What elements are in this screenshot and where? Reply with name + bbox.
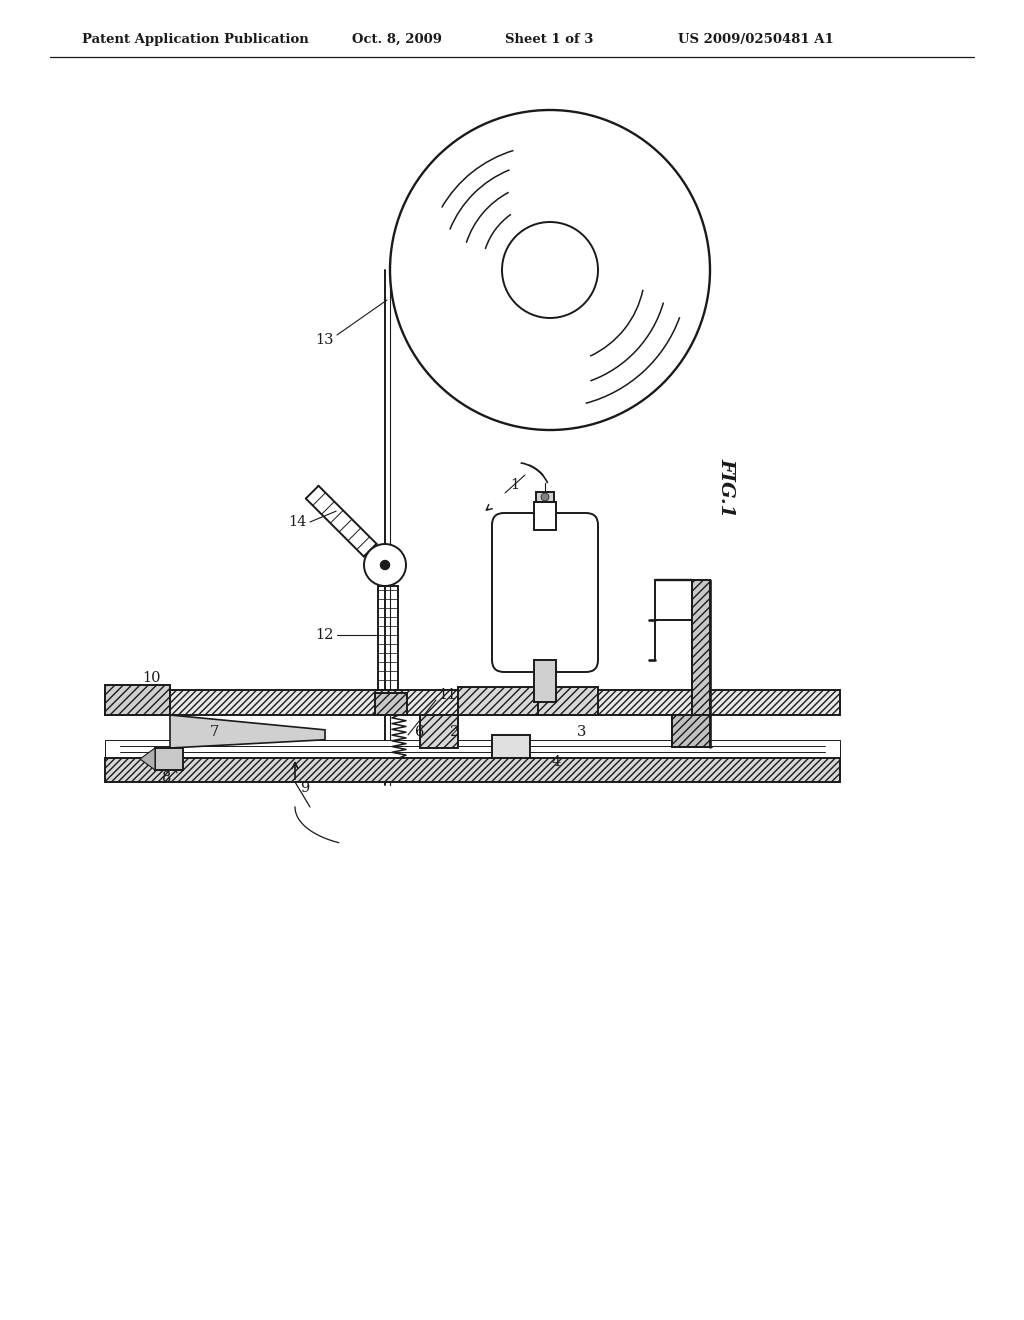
Text: FIG.1: FIG.1 (717, 458, 735, 517)
Text: 9: 9 (300, 781, 309, 795)
Text: 8: 8 (162, 771, 171, 785)
Bar (534, 660, 556, 702)
Bar (105, 758, 840, 781)
Text: 6: 6 (415, 725, 424, 739)
Polygon shape (140, 748, 155, 770)
Text: 12: 12 (315, 628, 334, 642)
Circle shape (502, 222, 598, 318)
Circle shape (381, 561, 389, 569)
Bar (692, 579, 710, 715)
Bar (492, 735, 530, 758)
Bar (105, 741, 840, 758)
Text: 1: 1 (510, 478, 519, 492)
Bar (672, 715, 710, 747)
Text: Patent Application Publication: Patent Application Publication (82, 33, 309, 46)
Text: 10: 10 (142, 671, 161, 685)
Polygon shape (170, 715, 325, 748)
Text: 4: 4 (552, 755, 561, 770)
Text: Oct. 8, 2009: Oct. 8, 2009 (352, 33, 442, 46)
Text: Sheet 1 of 3: Sheet 1 of 3 (505, 33, 593, 46)
Text: 14: 14 (288, 515, 306, 529)
Bar (538, 686, 598, 715)
Bar (375, 693, 407, 715)
Circle shape (541, 492, 549, 502)
Text: 2: 2 (451, 725, 460, 739)
Bar (534, 502, 556, 531)
FancyBboxPatch shape (492, 513, 598, 672)
Bar (105, 685, 170, 715)
Bar (536, 492, 554, 502)
Circle shape (390, 110, 710, 430)
Text: 13: 13 (315, 333, 334, 347)
Text: 7: 7 (210, 725, 219, 739)
Bar (420, 715, 458, 748)
Bar (105, 690, 840, 715)
Text: 11: 11 (438, 688, 457, 702)
Bar (155, 748, 183, 770)
Circle shape (364, 544, 406, 586)
Bar (458, 686, 538, 715)
Text: US 2009/0250481 A1: US 2009/0250481 A1 (678, 33, 834, 46)
Text: 3: 3 (578, 725, 587, 739)
